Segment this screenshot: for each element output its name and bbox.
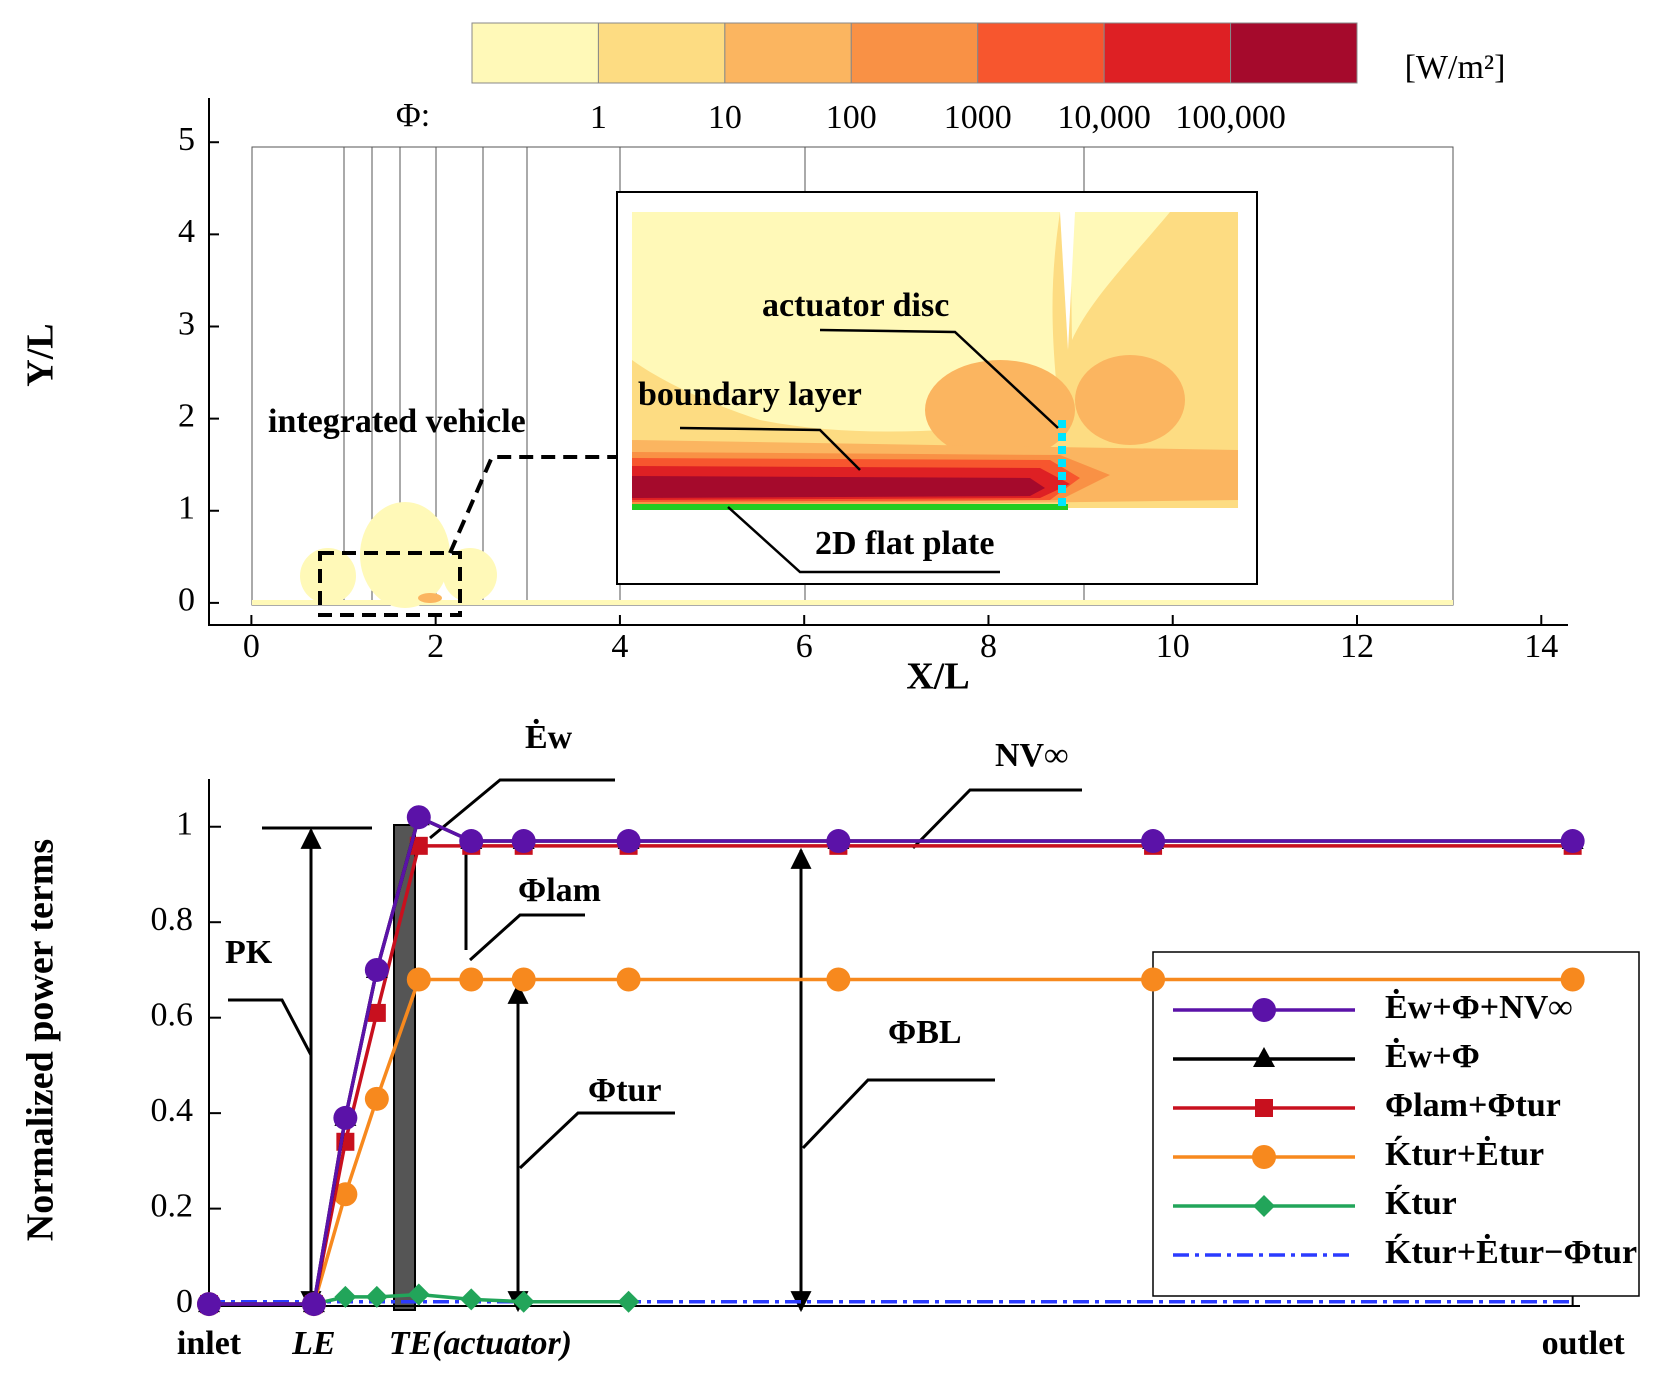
marker bbox=[511, 967, 536, 992]
x-tick-label: 12 bbox=[1340, 628, 1374, 665]
x-tick-label: 6 bbox=[796, 628, 813, 665]
marker bbox=[367, 1003, 386, 1022]
marker bbox=[616, 967, 641, 992]
marker bbox=[364, 957, 389, 982]
y-tick-label: 4 bbox=[178, 213, 195, 250]
annotation: PK bbox=[225, 934, 273, 971]
marker bbox=[617, 1290, 640, 1313]
marker bbox=[406, 967, 431, 992]
marker bbox=[364, 1086, 389, 1111]
marker bbox=[301, 1292, 326, 1317]
marker bbox=[460, 1288, 483, 1311]
colorbar-tick-label: 1 bbox=[590, 99, 607, 136]
y-axis-label: Y/L bbox=[20, 323, 62, 386]
annotation: NV∞ bbox=[995, 737, 1068, 774]
colorbar-swatch bbox=[1103, 22, 1232, 84]
y-tick-label: 3 bbox=[178, 305, 195, 342]
marker bbox=[459, 829, 484, 854]
marker bbox=[334, 1285, 357, 1308]
marker bbox=[616, 829, 641, 854]
colorbar-swatch bbox=[471, 22, 599, 84]
annotation: ΦBL bbox=[888, 1014, 962, 1051]
legend-label: Ḱtur+Ėtur bbox=[1385, 1135, 1544, 1173]
x-tick-label: 0 bbox=[243, 628, 260, 665]
x-tick-label: LE bbox=[291, 1325, 335, 1362]
zoom-box bbox=[318, 551, 462, 617]
y-tick-label: 0 bbox=[176, 1283, 193, 1320]
annotation: 2D flat plate bbox=[815, 525, 994, 562]
inset bbox=[616, 191, 1258, 585]
y-tick-label: 1 bbox=[176, 806, 193, 843]
colorbar-swatch bbox=[977, 22, 1105, 84]
y-axis-label: Normalized power terms bbox=[20, 839, 62, 1241]
marker bbox=[1253, 1047, 1275, 1067]
marker bbox=[826, 829, 851, 854]
actuator-bar bbox=[393, 824, 416, 1311]
x-tick-label: 8 bbox=[980, 628, 997, 665]
annotation: boundary layer bbox=[638, 376, 862, 413]
marker bbox=[407, 1283, 430, 1306]
x-tick-label: 4 bbox=[611, 628, 628, 665]
marker bbox=[1252, 1145, 1276, 1169]
annotation: integrated vehicle bbox=[268, 403, 526, 440]
annotation: Φtur bbox=[588, 1072, 662, 1109]
marker bbox=[1255, 1099, 1273, 1117]
x-tick-label: 2 bbox=[427, 628, 444, 665]
marker bbox=[333, 1105, 358, 1130]
y-tick-label: 5 bbox=[178, 121, 195, 158]
annotation: actuator disc bbox=[762, 287, 949, 324]
y-tick-label: 2 bbox=[178, 397, 195, 434]
marker bbox=[1560, 967, 1585, 992]
y-tick-label: 1 bbox=[178, 490, 195, 527]
y-tick-label: 0.4 bbox=[151, 1092, 194, 1129]
vehicle-contour bbox=[252, 502, 1453, 608]
zoom-connector bbox=[448, 455, 620, 554]
legend-label: Ḱtur+Ėtur−Φtur bbox=[1385, 1233, 1637, 1271]
marker bbox=[406, 805, 431, 830]
marker bbox=[409, 836, 428, 855]
annotation: Φlam bbox=[518, 872, 601, 909]
marker bbox=[512, 1290, 535, 1313]
y-tick-label: 0 bbox=[178, 582, 195, 619]
legend-label: Φlam+Φtur bbox=[1385, 1087, 1561, 1124]
x-tick-label: inlet bbox=[177, 1325, 242, 1362]
colorbar-prefix: Φ: bbox=[396, 97, 430, 134]
y-tick-label: 0.8 bbox=[151, 901, 194, 938]
colorbar-swatch bbox=[597, 22, 726, 84]
marker bbox=[1253, 1195, 1275, 1217]
colorbar-swatch bbox=[724, 22, 852, 84]
y-tick-label: 0.2 bbox=[151, 1187, 194, 1224]
marker bbox=[511, 829, 536, 854]
colorbar-unit: [W/m²] bbox=[1405, 49, 1506, 86]
marker bbox=[1141, 829, 1166, 854]
x-axis-label: X/L bbox=[906, 656, 969, 698]
colorbar-swatch bbox=[850, 22, 979, 84]
x-tick-label: 14 bbox=[1524, 628, 1558, 665]
axis-frame bbox=[208, 98, 1568, 626]
colorbar-tick-label: 10,000 bbox=[1057, 99, 1151, 136]
legend-label: Ėw+Φ+NV∞ bbox=[1385, 988, 1573, 1026]
marker bbox=[459, 967, 484, 992]
marker bbox=[365, 1285, 388, 1308]
marker bbox=[1560, 829, 1585, 854]
colorbar-tick-label: 1000 bbox=[944, 99, 1012, 136]
marker bbox=[826, 967, 851, 992]
x-tick-label: 10 bbox=[1156, 628, 1190, 665]
annotation: Ėw bbox=[525, 718, 573, 756]
legend-label: Ḱtur bbox=[1385, 1185, 1457, 1222]
x-tick-label: TE(actuator) bbox=[389, 1325, 572, 1362]
y-tick-label: 0.6 bbox=[151, 996, 194, 1033]
marker bbox=[333, 1182, 358, 1207]
colorbar-tick-label: 100 bbox=[826, 99, 877, 136]
marker bbox=[1141, 967, 1166, 992]
colorbar-swatch bbox=[1230, 22, 1358, 84]
colorbar-tick-label: 10 bbox=[708, 99, 742, 136]
colorbar-tick-label: 100,000 bbox=[1175, 99, 1286, 136]
marker bbox=[197, 1292, 221, 1317]
legend-label: Ėw+Φ bbox=[1385, 1037, 1480, 1075]
x-tick-label: outlet bbox=[1542, 1325, 1626, 1362]
leaders bbox=[228, 778, 1082, 1313]
marker bbox=[1252, 998, 1276, 1022]
